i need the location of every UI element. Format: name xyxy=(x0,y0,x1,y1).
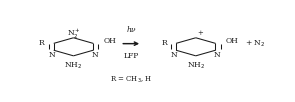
Text: N: N xyxy=(214,51,221,59)
Text: NH$_2$: NH$_2$ xyxy=(64,60,83,71)
Text: OH: OH xyxy=(104,37,116,45)
Text: N: N xyxy=(171,51,178,59)
Text: hν: hν xyxy=(127,26,136,34)
Text: OH: OH xyxy=(226,37,239,45)
Text: R = CH$_3$, H: R = CH$_3$, H xyxy=(111,75,153,85)
Text: NH$_2$: NH$_2$ xyxy=(187,60,205,71)
Text: + N$_2$: + N$_2$ xyxy=(245,38,266,49)
Text: N$_2^+$: N$_2^+$ xyxy=(67,26,80,41)
Text: LFP: LFP xyxy=(124,52,139,60)
Text: R: R xyxy=(161,39,167,47)
Text: R: R xyxy=(39,39,45,47)
Text: N: N xyxy=(92,51,98,59)
Text: +: + xyxy=(197,29,203,37)
Text: N: N xyxy=(49,51,55,59)
